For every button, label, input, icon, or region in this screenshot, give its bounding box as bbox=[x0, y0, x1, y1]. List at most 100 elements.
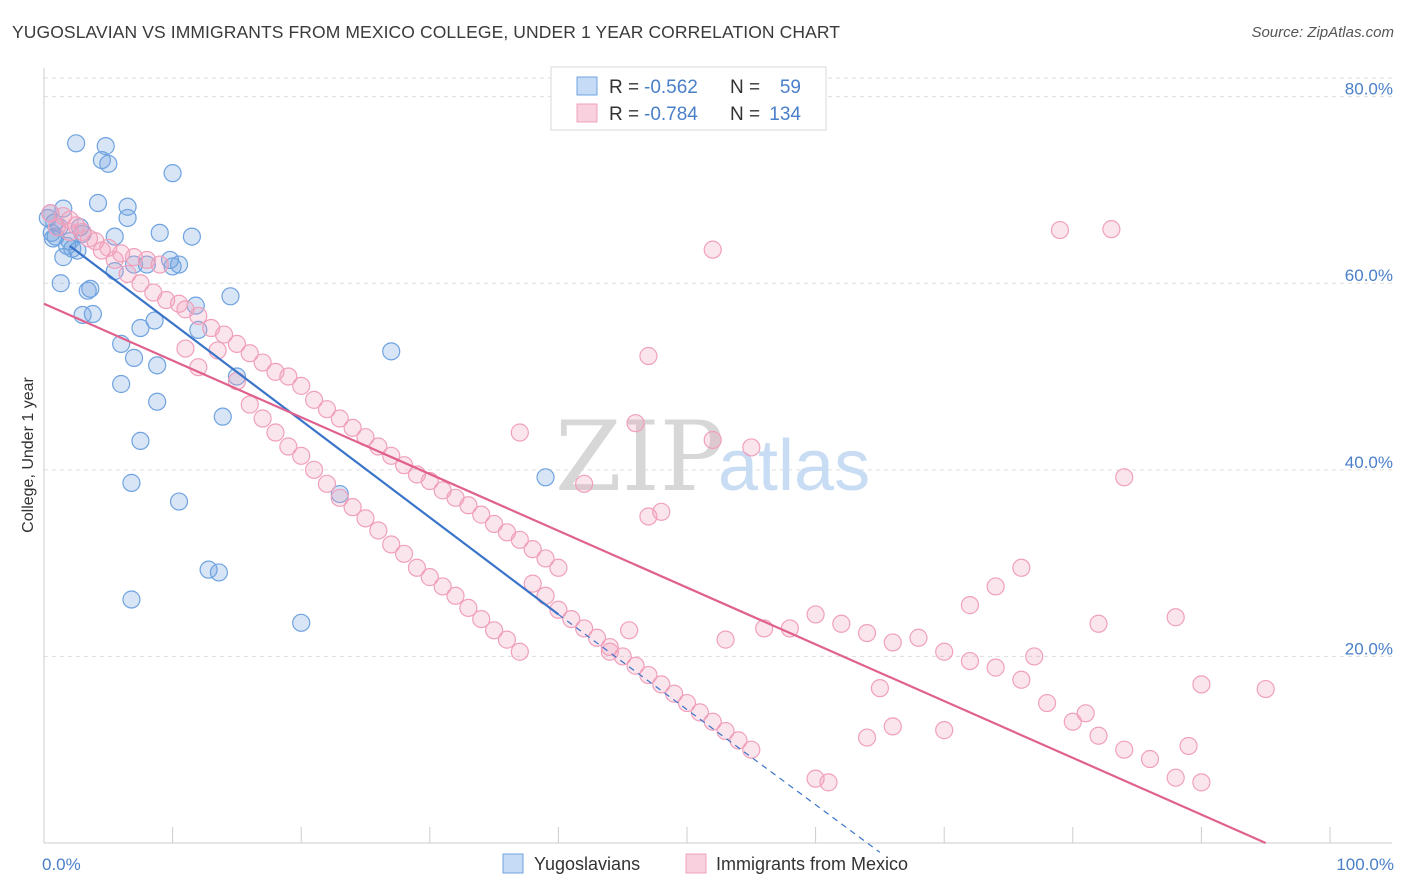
mexico-immigrant-point bbox=[73, 222, 92, 242]
mexico-immigrant-point bbox=[330, 409, 349, 428]
yugoslavian-point bbox=[199, 560, 218, 579]
mexico-immigrant-point bbox=[523, 540, 542, 559]
mexico-immigrant-point bbox=[304, 460, 324, 479]
yugoslavian-point bbox=[182, 227, 201, 246]
mexico-immigrant-trend-line bbox=[43, 302, 1267, 845]
bottom-legend-swatch-mexico bbox=[685, 853, 707, 874]
yugoslavian-point bbox=[148, 392, 167, 411]
bottom-legend-label-mexico: Immigrants from Mexico bbox=[716, 854, 908, 874]
axes bbox=[43, 68, 1392, 844]
y-tick-label: 80.0% bbox=[1345, 80, 1393, 99]
yugoslavian-point bbox=[292, 613, 311, 632]
x-tick-label-min: 0.0% bbox=[42, 855, 81, 874]
yugoslavian-point bbox=[81, 279, 100, 298]
chart-title: YUGOSLAVIAN VS IMMIGRANTS FROM MEXICO CO… bbox=[12, 22, 841, 42]
y-tick-label: 20.0% bbox=[1345, 639, 1393, 658]
mexico-immigrant-point bbox=[420, 568, 439, 587]
bottom-legend-swatch-yugoslavians bbox=[502, 853, 524, 874]
legend-n-label-1: N = bbox=[730, 77, 760, 98]
yugoslavian-point bbox=[131, 318, 150, 338]
mexico-immigrant-point bbox=[253, 409, 272, 428]
mexico-immigrant-point bbox=[620, 621, 639, 640]
yugoslavian-point bbox=[122, 590, 141, 609]
mexico-immigrant-point bbox=[60, 222, 79, 242]
mexico-immigrant-point bbox=[1089, 726, 1108, 745]
mexico-immigrant-point bbox=[652, 675, 671, 694]
mexico-immigrant-point bbox=[1012, 670, 1031, 689]
mexico-immigrant-point bbox=[742, 438, 761, 457]
mexico-immigrant-point bbox=[832, 614, 851, 633]
mexico-immigrant-point bbox=[626, 414, 645, 433]
mexico-immigrant-point bbox=[189, 358, 208, 377]
mexico-immigrant-point bbox=[909, 628, 928, 647]
mexico-immigrant-point bbox=[742, 740, 761, 759]
mexico-immigrant-point bbox=[356, 509, 375, 528]
mexico-immigrant-point bbox=[510, 530, 529, 549]
mexico-immigrant-point bbox=[935, 642, 954, 661]
source-label: Source: ZipAtlas.com bbox=[1251, 24, 1394, 41]
mexico-immigrant-point bbox=[716, 630, 735, 649]
legend-r-value-2: -0.784 bbox=[644, 104, 698, 125]
mexico-immigrant-point bbox=[1256, 679, 1275, 699]
mexico-immigrant-point bbox=[266, 423, 285, 442]
mexico-immigrant-point bbox=[485, 514, 504, 534]
mexico-immigrant-point bbox=[536, 586, 555, 605]
mexico-immigrant-point bbox=[304, 390, 324, 409]
mexico-immigrant-point bbox=[67, 216, 86, 235]
mexico-immigrant-point bbox=[485, 621, 504, 640]
mexico-immigrant-point bbox=[677, 693, 697, 713]
yugoslavian-point bbox=[536, 468, 555, 487]
mexico-immigrant-point bbox=[472, 609, 491, 629]
mexico-immigrant-point bbox=[1115, 740, 1134, 759]
mexico-immigrant-point bbox=[343, 498, 362, 517]
legend-r-label-1: R = bbox=[609, 77, 639, 98]
yugoslavian-point bbox=[163, 164, 182, 183]
mexico-immigrant-point bbox=[369, 521, 388, 540]
mexico-immigrant-point bbox=[1179, 736, 1198, 756]
mexico-immigrant-point bbox=[253, 353, 272, 372]
y-tick-label: 40.0% bbox=[1345, 453, 1393, 472]
mexico-immigrant-point bbox=[279, 367, 298, 386]
mexico-immigrant-point bbox=[935, 721, 954, 740]
mexico-immigrant-point bbox=[626, 656, 645, 675]
mexico-immigrant-point bbox=[857, 623, 877, 643]
yugoslavian-point bbox=[51, 274, 70, 293]
mexico-immigrant-point bbox=[960, 596, 980, 615]
watermark-zip: ZIP bbox=[555, 401, 724, 513]
mexico-immigrant-point bbox=[131, 274, 150, 293]
legend-n-value-2: 134 bbox=[769, 104, 801, 125]
mexico-immigrant-point bbox=[1166, 608, 1185, 627]
mexico-immigrant-point bbox=[587, 628, 607, 647]
bottom-legend-label-yugoslavians: Yugoslavians bbox=[534, 854, 640, 874]
mexico-immigrant-point bbox=[1012, 558, 1031, 577]
mexico-immigrant-point bbox=[240, 395, 259, 414]
mexico-immigrant-point bbox=[883, 633, 902, 652]
yugoslavian-point bbox=[122, 473, 141, 492]
yugoslavian-point bbox=[88, 193, 108, 213]
grid bbox=[44, 77, 1392, 657]
mexico-immigrant-point bbox=[1025, 647, 1044, 666]
yugoslavian-point bbox=[145, 311, 164, 330]
yugoslavian-point bbox=[99, 154, 118, 173]
yugoslavian-trend-extension bbox=[558, 613, 881, 853]
mexico-immigrant-point bbox=[986, 577, 1005, 596]
mexico-immigrant-point bbox=[703, 240, 722, 259]
series-legend: Yugoslavians Immigrants from Mexico bbox=[502, 853, 908, 874]
mexico-immigrant-point bbox=[343, 418, 362, 437]
mexico-immigrant-point bbox=[292, 376, 311, 395]
mexico-immigrant-point bbox=[960, 651, 980, 671]
yugoslavian-point bbox=[382, 342, 401, 361]
trend-lines bbox=[43, 245, 1267, 853]
mexico-immigrant-point bbox=[883, 717, 902, 736]
yugoslavian-point bbox=[118, 208, 137, 228]
correlation-legend: R = -0.562 N = 59 R = -0.784 N = 134 bbox=[550, 66, 827, 131]
mexico-immigrant-point bbox=[1089, 614, 1108, 633]
mexico-immigrant-point bbox=[407, 558, 427, 577]
yugoslavian-point bbox=[96, 137, 115, 156]
scatter-points bbox=[38, 134, 1275, 792]
yugoslavian-point bbox=[105, 227, 124, 246]
y-tick-label: 60.0% bbox=[1345, 266, 1393, 285]
mexico-immigrant-point bbox=[330, 488, 349, 507]
legend-swatch-blue bbox=[576, 76, 598, 96]
mexico-immigrant-point bbox=[857, 728, 877, 747]
